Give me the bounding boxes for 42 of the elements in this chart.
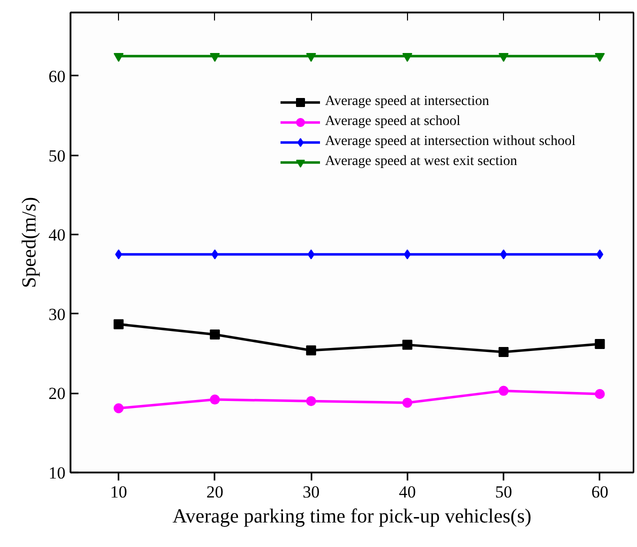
point xyxy=(114,403,124,414)
y-tick-label: 50 xyxy=(48,146,66,166)
point xyxy=(210,330,220,340)
point xyxy=(211,249,218,260)
x-tick-label: 60 xyxy=(591,482,608,502)
x-tick-label: 20 xyxy=(206,482,224,502)
point xyxy=(498,53,509,62)
point xyxy=(306,53,316,62)
point xyxy=(210,394,220,405)
point xyxy=(308,249,315,260)
y-axis-title: Speed(m/s) xyxy=(18,196,40,288)
point xyxy=(115,249,122,260)
y-tick-label: 40 xyxy=(48,226,66,245)
y-tick-label: 20 xyxy=(48,384,66,404)
point xyxy=(498,346,509,357)
x-tick-label: 50 xyxy=(495,482,512,502)
y-tick-label: 30 xyxy=(48,304,66,324)
y-tick-label: 10 xyxy=(48,464,66,482)
point xyxy=(402,398,412,408)
point xyxy=(498,386,509,396)
point xyxy=(404,249,411,260)
x-tick-label: 30 xyxy=(302,482,320,502)
y-tick-label: 60 xyxy=(48,66,66,86)
point xyxy=(500,249,508,260)
legend-label: Average speed at intersection without school xyxy=(325,134,576,150)
point xyxy=(596,249,604,260)
legend-label: Average speed at school xyxy=(325,114,460,130)
point xyxy=(114,319,124,330)
point xyxy=(306,396,316,406)
point xyxy=(402,340,412,350)
point xyxy=(402,53,412,62)
point xyxy=(594,388,605,399)
x-tick-label: 40 xyxy=(398,482,416,502)
point xyxy=(114,53,124,62)
point xyxy=(594,53,605,62)
legend-label: Average speed at west exit section xyxy=(325,154,518,170)
point xyxy=(594,339,605,350)
point xyxy=(306,345,316,356)
x-axis-title: Average parking time for pick-up vehicles(s) xyxy=(172,506,532,528)
legend-label: Average speed at intersection xyxy=(325,94,490,110)
point xyxy=(210,53,220,62)
x-tick-label: 10 xyxy=(110,482,128,502)
